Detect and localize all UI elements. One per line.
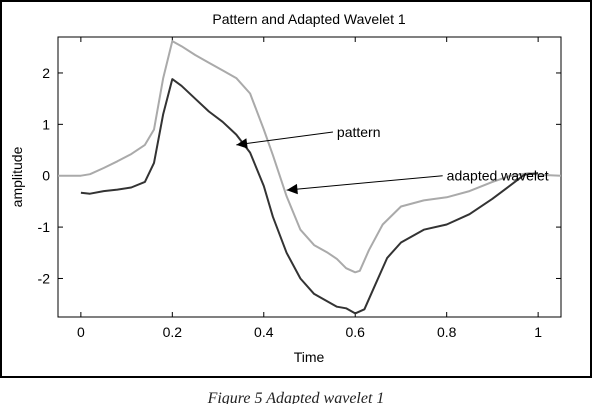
x-tick-label: 0.2 — [163, 324, 183, 340]
plot-area — [57, 36, 562, 318]
x-tick-label: 0.8 — [437, 324, 457, 340]
x-axis-label: Time — [294, 349, 325, 365]
y-axis: -2 -1 0 1 2 — [38, 65, 561, 286]
y-tick-label: 0 — [42, 168, 50, 184]
annotation-arrowhead — [286, 183, 298, 195]
annotation-arrow-line — [236, 131, 334, 146]
figure-caption: Figure 5 Adapted wavelet 1 — [207, 390, 385, 404]
series-line-adapted-wavelet — [80, 78, 539, 315]
annotation-arrow-line — [286, 175, 443, 191]
y-tick-label: -2 — [38, 270, 51, 286]
annotation-label: pattern — [337, 124, 381, 140]
annotation-label: adapted wavelet — [447, 168, 549, 184]
x-tick-label: 0.4 — [254, 324, 274, 340]
series-line-pattern — [58, 40, 562, 274]
y-tick-label: 1 — [42, 116, 50, 132]
x-axis: 0 0.2 0.4 0.6 0.8 1 — [77, 37, 542, 340]
chart-title: Pattern and Adapted Wavelet 1 — [212, 11, 405, 27]
y-axis-label: amplitude — [9, 146, 25, 207]
chart: Pattern and Adapted Wavelet 1 0 0.2 0.4 0.6… — [9, 11, 562, 365]
x-tick-label: 0 — [77, 324, 85, 340]
figure-frame: Pattern and Adapted Wavelet 1 0 0.2 0.4 0.6… — [0, 0, 592, 378]
x-tick-label: 1 — [534, 324, 542, 340]
x-tick-label: 0.6 — [345, 324, 365, 340]
y-tick-label: -1 — [38, 219, 51, 235]
y-tick-label: 2 — [42, 65, 50, 81]
annotations: pattern adapted wavelet — [236, 124, 549, 195]
series-lines — [58, 40, 562, 315]
annotation-arrowhead — [236, 138, 248, 149]
